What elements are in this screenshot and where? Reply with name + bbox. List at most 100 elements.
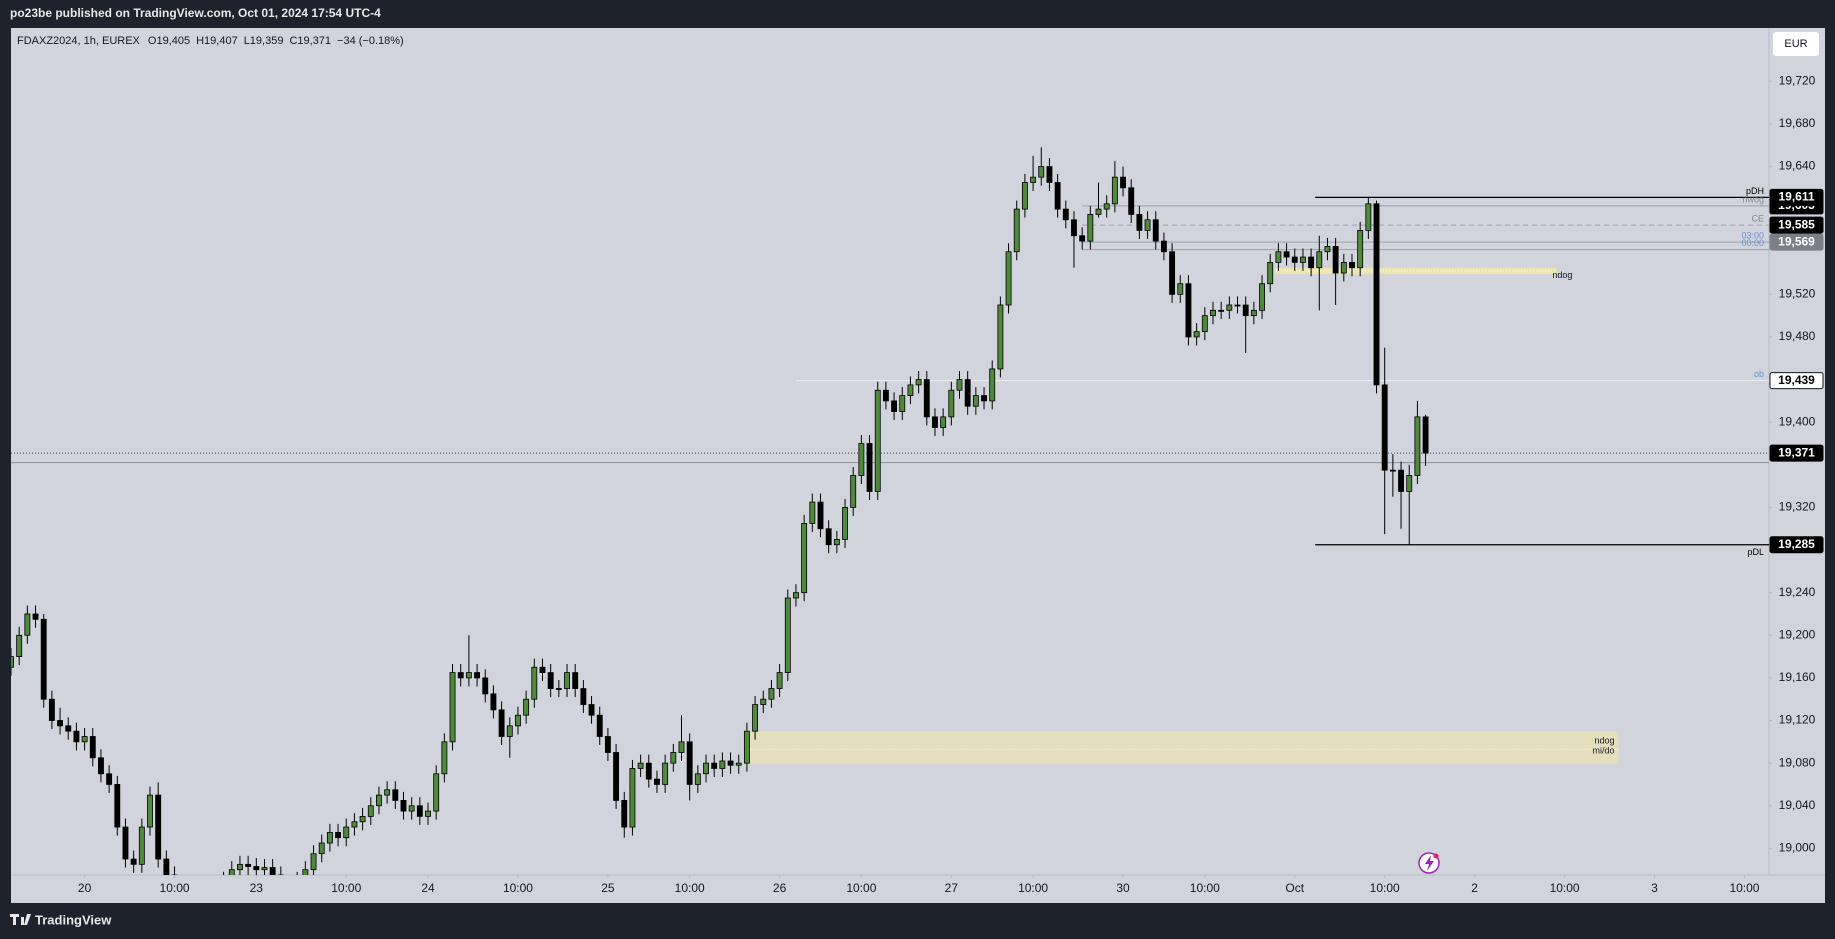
candle-body — [768, 688, 775, 700]
price-tag-label: 19,371 — [1778, 445, 1815, 459]
candle-body — [539, 666, 546, 673]
zone — [744, 731, 1619, 765]
candle-body — [302, 869, 309, 875]
candle-body — [408, 805, 415, 812]
candle-body — [580, 688, 587, 705]
price-tag-label: 19,439 — [1778, 373, 1815, 387]
candle-body — [596, 714, 603, 737]
candle-body — [130, 858, 137, 865]
zone-label: ndog — [1595, 736, 1615, 746]
candle-body — [1275, 251, 1282, 263]
candle-body — [1234, 304, 1241, 307]
x-tick-label: 24 — [421, 881, 435, 895]
candle-body — [1381, 384, 1388, 471]
candle-body — [678, 741, 685, 753]
candle-body — [842, 507, 848, 540]
candle-body — [359, 816, 366, 823]
x-tick-label: 20 — [78, 881, 92, 895]
candle-body — [907, 384, 914, 396]
candle-body — [727, 760, 734, 766]
candle-body — [923, 379, 930, 418]
candle-body — [555, 688, 562, 690]
candle-body — [1365, 203, 1372, 231]
candle-body — [1136, 214, 1143, 231]
level-label: 00:00 — [1741, 238, 1764, 248]
lightning-icon[interactable] — [1418, 852, 1440, 874]
candle-body — [310, 853, 317, 871]
candle-body — [1218, 309, 1225, 312]
level-label: pDL — [1747, 547, 1764, 557]
candle-body — [457, 672, 464, 679]
y-tick-label: 19,400 — [1779, 414, 1816, 428]
candle-body — [523, 698, 530, 716]
x-tick-label: 10:00 — [1370, 881, 1400, 895]
candle-body — [621, 800, 628, 828]
y-tick-label: 19,680 — [1779, 116, 1816, 130]
candle-body — [1160, 240, 1167, 253]
candle-body — [956, 379, 963, 391]
candle-body — [40, 618, 47, 700]
candle-body — [425, 810, 431, 817]
candle-body — [16, 634, 23, 657]
x-tick-label: 10:00 — [503, 881, 533, 895]
x-tick-label: 10:00 — [1018, 881, 1048, 895]
candle-body — [752, 704, 759, 732]
candle-body — [1259, 283, 1265, 311]
candle-body — [1128, 187, 1135, 215]
candle-body — [662, 762, 669, 785]
level-label: pDH — [1746, 186, 1764, 196]
candle-body — [351, 821, 358, 828]
candle-body — [1071, 219, 1077, 237]
candle-body — [1030, 176, 1037, 183]
y-tick-label: 19,160 — [1779, 670, 1816, 684]
candle-body — [237, 863, 243, 871]
candle-body — [817, 501, 824, 530]
candle-body — [572, 672, 579, 689]
candle-body — [1406, 475, 1413, 492]
candle-body — [719, 760, 726, 769]
x-tick-label: 23 — [250, 881, 264, 895]
candle-body — [416, 805, 423, 817]
candle-body — [269, 867, 276, 875]
candle-body — [882, 389, 889, 402]
ohlc-label: H19,407 — [196, 35, 238, 47]
currency[interactable]: EUR — [1784, 38, 1807, 50]
y-tick-label: 19,120 — [1779, 713, 1816, 727]
overlay: 19,000 19,040 19,080 19,120 19,160 19,200 19,2… — [78, 73, 1824, 895]
candle-body — [1079, 235, 1086, 242]
candle-body — [989, 368, 996, 402]
x-tick-label: 10:00 — [160, 881, 190, 895]
candle-body — [1169, 251, 1176, 295]
candle-body — [147, 794, 153, 828]
candle-body — [1414, 416, 1421, 476]
candle-body — [1144, 219, 1151, 231]
y-tick-label: 19,000 — [1779, 841, 1816, 855]
y-tick-label: 19,720 — [1779, 73, 1816, 87]
candle-body — [1111, 176, 1118, 205]
candle-body — [972, 395, 979, 407]
price-tag — [1769, 216, 1824, 234]
candle-body — [1422, 416, 1429, 454]
candle-body — [1226, 304, 1233, 311]
candle-body — [1062, 208, 1069, 221]
candle-body — [1267, 261, 1274, 285]
x-tick-label: 30 — [1116, 881, 1130, 895]
currency-button[interactable] — [1773, 32, 1819, 56]
candle-body — [228, 869, 235, 875]
level-label: nwog — [1742, 194, 1764, 204]
x-tick-label: 10:00 — [1550, 881, 1580, 895]
candle-body — [874, 389, 881, 492]
candle-body — [1201, 315, 1208, 333]
price-tag-label: 19,611 — [1778, 190, 1814, 204]
y-tick-label: 19,240 — [1779, 585, 1816, 599]
candle-body — [793, 592, 799, 599]
candle-body — [866, 443, 873, 492]
candle-body — [122, 826, 129, 860]
candle-body — [1316, 251, 1323, 269]
candle-body — [48, 698, 55, 721]
candle-body — [1152, 219, 1159, 242]
candle-body — [57, 720, 63, 727]
candle-body — [1373, 203, 1380, 386]
